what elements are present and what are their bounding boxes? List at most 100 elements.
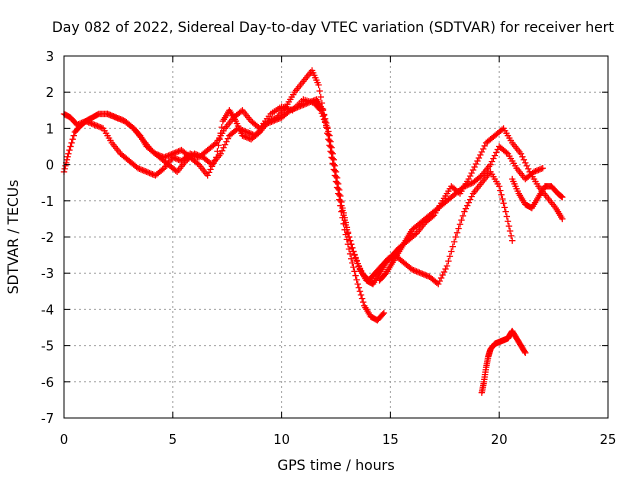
data-point bbox=[73, 121, 81, 128]
data-point bbox=[459, 212, 467, 220]
data-point bbox=[340, 209, 347, 217]
x-tick-label: 20 bbox=[491, 433, 508, 448]
data-point bbox=[509, 237, 516, 244]
data-point bbox=[466, 196, 474, 203]
data-point bbox=[247, 130, 255, 138]
data-point bbox=[275, 115, 282, 122]
data-point bbox=[350, 248, 357, 255]
data-point bbox=[195, 152, 203, 159]
data-point bbox=[263, 120, 271, 127]
data-point bbox=[89, 120, 97, 128]
data-point bbox=[110, 113, 117, 120]
data-point bbox=[498, 191, 505, 198]
data-point bbox=[303, 100, 310, 107]
data-point bbox=[480, 145, 487, 153]
data-point bbox=[346, 250, 354, 258]
data-point bbox=[308, 98, 316, 105]
y-tick-label: 0 bbox=[46, 159, 54, 174]
data-point bbox=[107, 111, 114, 119]
data-point bbox=[465, 181, 472, 188]
grid-layer bbox=[64, 56, 608, 418]
data-point bbox=[337, 192, 344, 200]
data-point bbox=[558, 193, 565, 200]
data-point bbox=[266, 119, 274, 126]
data-point bbox=[70, 132, 77, 139]
data-point bbox=[67, 143, 74, 150]
data-point bbox=[239, 132, 246, 139]
data-point bbox=[194, 151, 201, 159]
data-point bbox=[205, 169, 213, 176]
y-tick-label: -1 bbox=[41, 195, 54, 210]
data-point bbox=[291, 105, 298, 112]
data-point bbox=[290, 105, 297, 113]
data-point bbox=[345, 233, 353, 241]
data-point bbox=[379, 311, 386, 318]
data-point bbox=[464, 202, 471, 209]
data-point bbox=[79, 119, 87, 126]
data-point bbox=[301, 101, 309, 108]
data-point bbox=[411, 267, 419, 274]
data-point bbox=[346, 237, 354, 244]
data-point bbox=[497, 187, 504, 194]
data-point bbox=[536, 166, 544, 173]
data-point bbox=[169, 154, 176, 161]
data-point bbox=[342, 219, 349, 226]
data-point bbox=[142, 168, 149, 175]
data-point bbox=[86, 119, 94, 127]
data-point bbox=[63, 156, 71, 163]
data-point bbox=[82, 117, 89, 125]
data-point bbox=[559, 215, 566, 223]
data-point bbox=[111, 113, 118, 121]
data-point bbox=[474, 157, 481, 165]
data-point bbox=[411, 231, 419, 238]
data-point bbox=[218, 147, 226, 154]
data-point bbox=[535, 166, 542, 174]
data-point bbox=[297, 102, 304, 110]
data-point bbox=[477, 151, 484, 159]
data-point bbox=[176, 157, 184, 164]
data-point bbox=[455, 225, 462, 232]
data-point bbox=[84, 118, 91, 125]
data-point bbox=[453, 229, 461, 236]
data-point bbox=[288, 106, 295, 113]
data-point bbox=[326, 132, 333, 139]
data-point bbox=[343, 224, 351, 231]
data-point bbox=[333, 174, 341, 182]
series-track-5 bbox=[478, 327, 529, 396]
data-point bbox=[414, 268, 422, 276]
data-point bbox=[91, 121, 98, 128]
data-point bbox=[243, 134, 250, 141]
data-point bbox=[538, 165, 545, 173]
data-point bbox=[287, 107, 294, 114]
data-point bbox=[435, 280, 442, 288]
data-point bbox=[118, 116, 126, 124]
data-point bbox=[451, 238, 458, 246]
data-point bbox=[143, 168, 150, 176]
data-point bbox=[502, 208, 509, 215]
data-point bbox=[498, 126, 506, 133]
data-point bbox=[246, 135, 253, 142]
data-point bbox=[321, 115, 329, 122]
data-point bbox=[353, 276, 360, 284]
data-point bbox=[345, 245, 353, 253]
y-tick-label: 2 bbox=[46, 86, 54, 101]
data-point bbox=[530, 168, 538, 176]
data-point bbox=[237, 126, 245, 133]
data-point bbox=[197, 152, 204, 160]
data-point bbox=[239, 127, 246, 134]
x-tick-label: 0 bbox=[60, 433, 68, 448]
data-point bbox=[442, 265, 449, 273]
x-tick-label: 15 bbox=[382, 433, 399, 448]
data-point bbox=[354, 280, 361, 288]
data-point bbox=[380, 309, 388, 317]
data-point bbox=[349, 259, 356, 267]
data-point bbox=[217, 150, 224, 157]
data-point bbox=[423, 272, 430, 279]
data-point bbox=[307, 98, 314, 106]
data-point bbox=[344, 228, 352, 236]
data-point bbox=[298, 102, 306, 109]
data-point bbox=[413, 268, 420, 275]
data-point bbox=[539, 165, 546, 172]
data-point bbox=[458, 216, 465, 224]
data-point bbox=[357, 291, 365, 299]
